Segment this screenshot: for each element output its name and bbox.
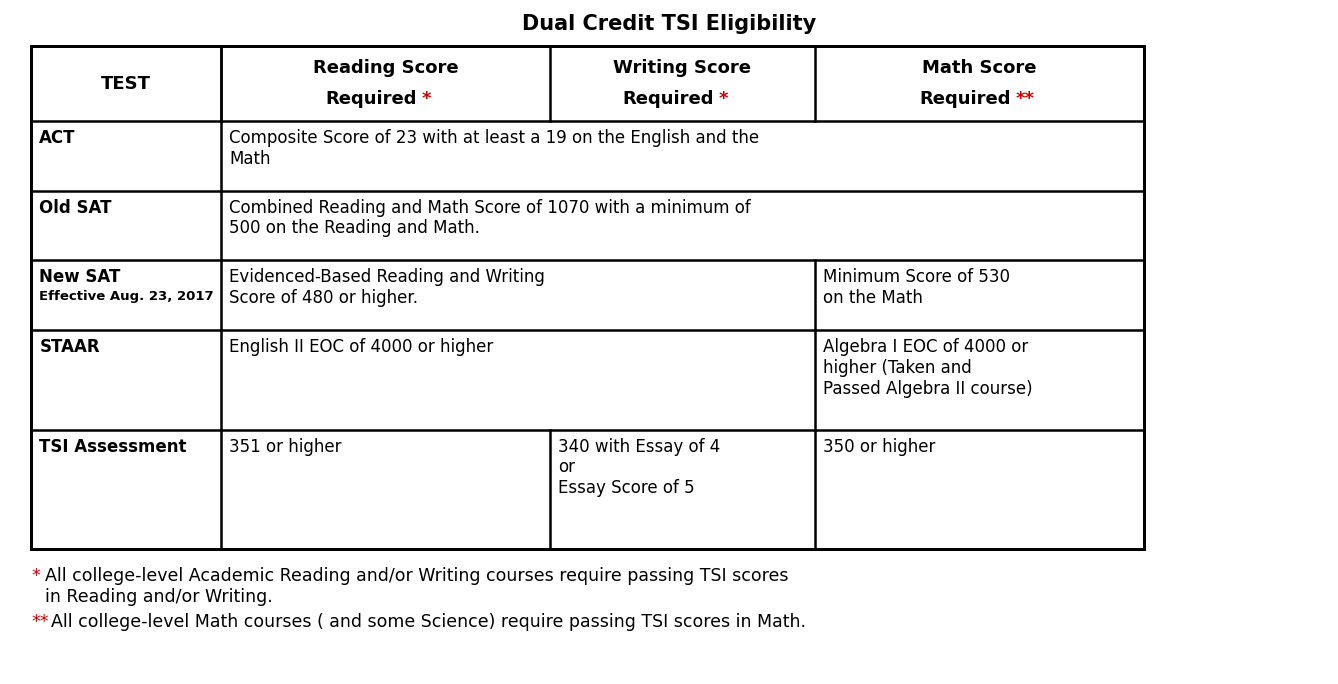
Text: Dual Credit TSI Eligibility: Dual Credit TSI Eligibility: [522, 14, 816, 34]
Text: Writing Score: Writing Score: [613, 59, 752, 77]
Text: **: **: [1016, 90, 1034, 109]
Text: *: *: [421, 90, 431, 109]
Text: Required: Required: [622, 90, 714, 109]
Text: Math Score: Math Score: [922, 59, 1037, 77]
Bar: [31, 47, 1144, 549]
Text: Reading Score: Reading Score: [313, 59, 459, 77]
Text: Evidenced-Based Reading and Writing
Score of 480 or higher.: Evidenced-Based Reading and Writing Scor…: [229, 268, 545, 307]
Text: Algebra I EOC of 4000 or
higher (Taken and
Passed Algebra II course): Algebra I EOC of 4000 or higher (Taken a…: [823, 338, 1033, 397]
Text: *: *: [719, 90, 728, 109]
Text: All college-level Academic Reading and/or Writing courses require passing TSI sc: All college-level Academic Reading and/o…: [45, 567, 789, 606]
Text: TSI Assessment: TSI Assessment: [39, 438, 187, 456]
Text: New SAT: New SAT: [39, 268, 120, 287]
Text: Combined Reading and Math Score of 1070 with a minimum of
500 on the Reading and: Combined Reading and Math Score of 1070 …: [229, 198, 751, 237]
Text: Composite Score of 23 with at least a 19 on the English and the
Math: Composite Score of 23 with at least a 19…: [229, 129, 759, 168]
Text: All college-level Math courses ( and some Science) require passing TSI scores in: All college-level Math courses ( and som…: [51, 613, 807, 631]
Text: STAAR: STAAR: [39, 338, 100, 356]
Text: **: **: [31, 613, 48, 631]
Text: Effective Aug. 23, 2017: Effective Aug. 23, 2017: [39, 290, 214, 303]
Text: Old SAT: Old SAT: [39, 198, 112, 217]
Text: Required: Required: [326, 90, 417, 109]
Text: English II EOC of 4000 or higher: English II EOC of 4000 or higher: [229, 338, 494, 356]
Text: *: *: [31, 567, 40, 585]
Text: 351 or higher: 351 or higher: [229, 438, 341, 456]
Text: TEST: TEST: [102, 75, 151, 92]
Text: 350 or higher: 350 or higher: [823, 438, 935, 456]
Text: 340 with Essay of 4
or
Essay Score of 5: 340 with Essay of 4 or Essay Score of 5: [558, 438, 720, 497]
Text: Required: Required: [919, 90, 1012, 109]
Text: ACT: ACT: [39, 129, 76, 147]
Text: Minimum Score of 530
on the Math: Minimum Score of 530 on the Math: [823, 268, 1010, 307]
